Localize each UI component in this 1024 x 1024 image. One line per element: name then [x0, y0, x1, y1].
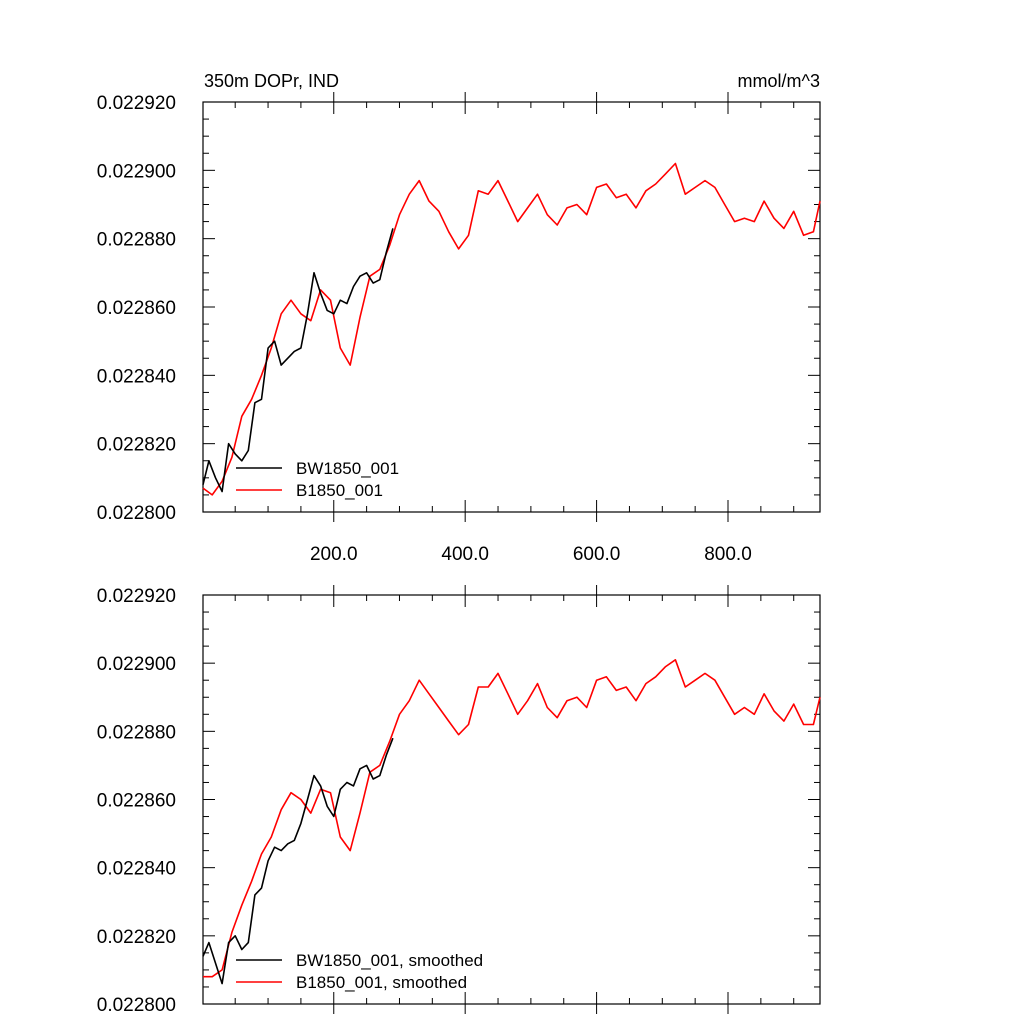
bottom-chart-panel: 0.022800 0.022820 0.022840 0.022860 0.022880… [97, 585, 821, 1016]
y-tick-label: 0.022860 [97, 298, 176, 319]
y-tick-label: 0.022800 [97, 503, 176, 524]
legend-label-0: BW1850_001 [296, 459, 399, 478]
y-tick-label: 0.022840 [97, 859, 176, 880]
legend-label-1: B1850_001 [296, 481, 383, 500]
units-label: mmol/m^3 [738, 71, 820, 91]
series-line-1 [203, 658, 821, 978]
y-tick-label: 0.022820 [97, 927, 176, 948]
x-tick-label: 200.0 [310, 544, 358, 565]
chart-title: 350m DOPr, IND [204, 71, 339, 91]
y-tick-label: 0.022840 [97, 366, 176, 387]
top-chart-panel: 0.022800 0.022820 0.022840 0.022860 0.022880… [97, 92, 821, 565]
y-tick-label: 0.022920 [97, 586, 176, 607]
y-tick-label: 0.022900 [97, 654, 176, 675]
x-tick-label: 800.0 [704, 544, 752, 565]
series-line-1 [202, 162, 821, 496]
y-tick-label: 0.022880 [97, 230, 176, 251]
x-tick-label: 600.0 [573, 544, 621, 565]
legend-label-0: BW1850_001, smoothed [296, 951, 483, 970]
y-tick-label: 0.022900 [97, 161, 176, 182]
series-line-0 [202, 228, 394, 493]
plot-frame [202, 594, 821, 1005]
y-tick-label: 0.022860 [97, 791, 176, 812]
y-tick-label: 0.022880 [97, 722, 176, 743]
x-tick-label: 400.0 [441, 544, 489, 565]
y-tick-label: 0.022820 [97, 435, 176, 456]
y-tick-label: 0.022920 [97, 93, 176, 114]
legend-label-1: B1850_001, smoothed [296, 973, 467, 992]
y-tick-label: 0.022800 [97, 995, 176, 1016]
series-line-0 [202, 737, 394, 985]
